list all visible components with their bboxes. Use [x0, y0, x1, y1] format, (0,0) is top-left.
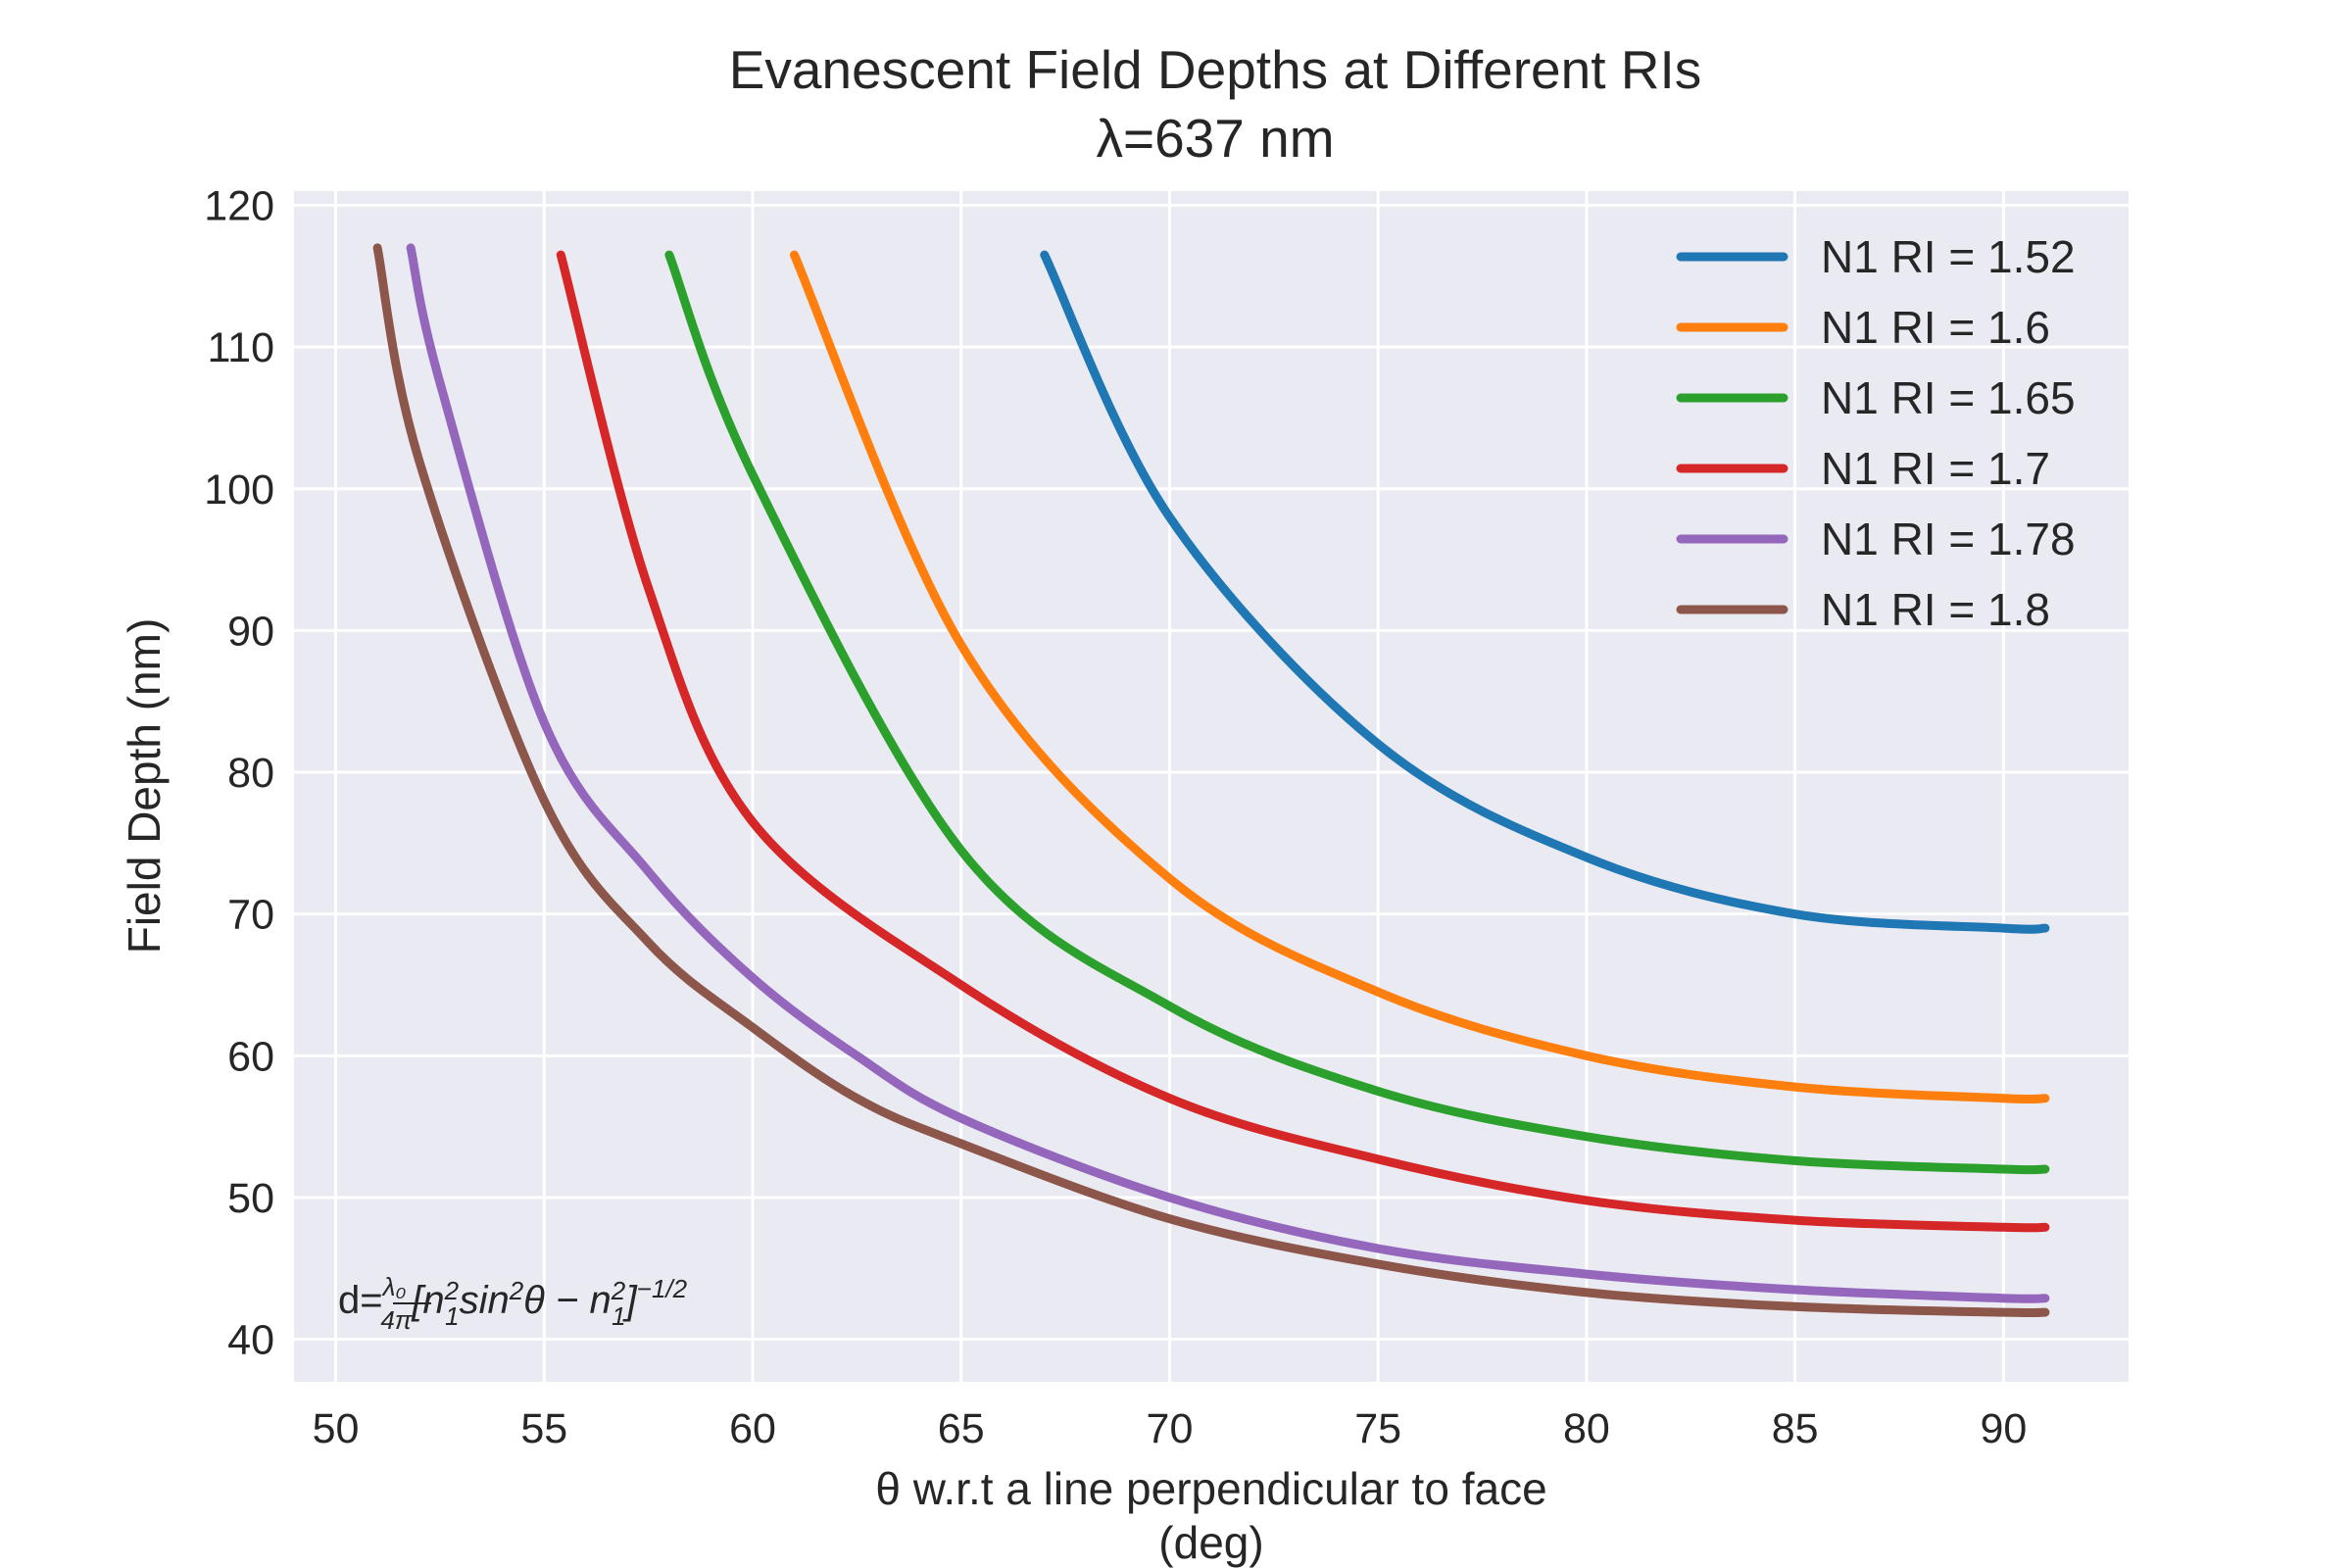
x-tick-label: 80 [1563, 1405, 1610, 1452]
series-line [372, 243, 2050, 1318]
series-line [556, 250, 2050, 1233]
x-tick-label: 65 [938, 1405, 985, 1452]
y-tick-label: 90 [227, 608, 274, 655]
x-tick-label: 90 [1980, 1405, 2027, 1452]
y-tick-labels: 40 50 60 70 80 90 100 110 120 [204, 182, 274, 1363]
y-tick-label: 60 [227, 1033, 274, 1080]
x-tick-label: 55 [520, 1405, 567, 1452]
legend: N1 RI = 1.52 N1 RI = 1.6 N1 RI = 1.65 N1 RI… [1676, 231, 2076, 635]
y-tick-label: 120 [204, 182, 274, 229]
y-tick-label: 50 [227, 1175, 274, 1222]
y-tick-label: 40 [227, 1317, 274, 1364]
legend-label: N1 RI = 1.8 [1821, 584, 2050, 635]
series-line [790, 250, 2050, 1104]
x-tick-label: 60 [729, 1405, 776, 1452]
x-tick-label: 70 [1147, 1405, 1194, 1452]
series-layer [372, 243, 2050, 1318]
x-tick-label: 75 [1354, 1405, 1401, 1452]
y-axis-label: Field Depth (nm) [119, 618, 170, 955]
x-axis-unit: (deg) [1158, 1517, 1263, 1568]
chart-title: Evanescent Field Depths at Different RIs [729, 39, 1702, 100]
legend-label: N1 RI = 1.78 [1821, 514, 2076, 564]
y-tick-label: 70 [227, 892, 274, 939]
legend-label: N1 RI = 1.65 [1821, 372, 2076, 423]
formula-annotation: d=λ₀ 4π[n2 1sin2θ − n2 1]−1/2 [338, 1272, 688, 1335]
series-line [1040, 250, 2050, 934]
legend-label: N1 RI = 1.7 [1821, 443, 2050, 494]
y-tick-label: 100 [204, 466, 274, 514]
y-tick-label: 80 [227, 750, 274, 797]
series-line [406, 243, 2050, 1303]
series-line [664, 250, 2050, 1175]
chart-subtitle: λ=637 nm [1096, 108, 1334, 169]
legend-label: N1 RI = 1.6 [1821, 302, 2050, 353]
plot-area [294, 191, 2129, 1382]
x-axis-label: θ w.r.t a line perpendicular to face [875, 1463, 1546, 1514]
x-tick-label: 85 [1772, 1405, 1819, 1452]
x-tick-label: 50 [313, 1405, 360, 1452]
x-tick-labels: 50 55 60 65 70 75 80 85 90 [313, 1405, 2028, 1452]
y-tick-label: 110 [207, 324, 274, 371]
legend-label: N1 RI = 1.52 [1821, 231, 2076, 282]
